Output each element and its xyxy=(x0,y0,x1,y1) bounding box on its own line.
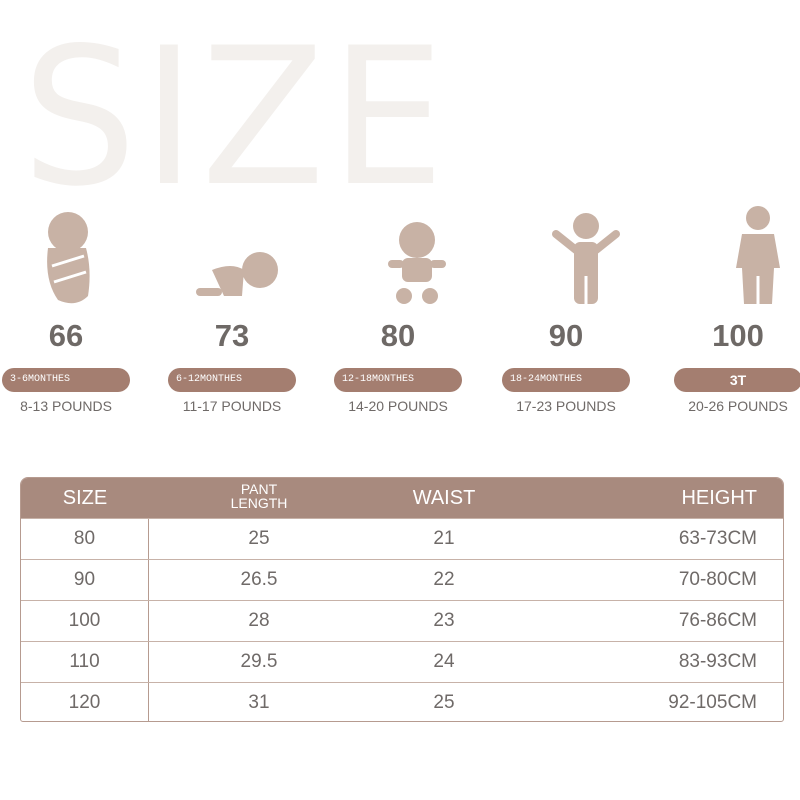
table-cell: 83-93CM xyxy=(678,651,757,672)
table-row: 90 26.5 22 70-80CM xyxy=(21,559,783,600)
size-column: 100 3T 20-26 POUNDS xyxy=(658,200,800,414)
table-cell: 63-73CM xyxy=(678,528,757,549)
swaddled-baby-icon xyxy=(47,212,90,304)
sitting-baby-icon xyxy=(388,222,446,304)
weight-label: 11-17 POUNDS xyxy=(182,398,282,414)
size-number: 100 xyxy=(712,318,764,353)
weight-label: 14-20 POUNDS xyxy=(348,398,448,414)
table-row: 110 29.5 24 83-93CM xyxy=(21,641,783,682)
table-cell: 25 xyxy=(248,528,270,549)
age-badge: 12-18MONTHES xyxy=(334,368,462,392)
table-cell: 80 xyxy=(21,519,149,559)
size-number: 80 xyxy=(380,318,416,353)
table-row: 100 28 23 76-86CM xyxy=(21,600,783,641)
size-column: 66 3-6MONTHES 8-13 POUNDS xyxy=(0,200,146,414)
table-cell: 76-86CM xyxy=(678,610,757,631)
size-number: 73 xyxy=(214,318,250,353)
child-suit-icon xyxy=(736,206,780,304)
size-column: 80 12-18MONTHES 14-20 POUNDS xyxy=(318,200,478,414)
header-pant-length: PANT LENGTH xyxy=(149,482,369,514)
table-cell: 26.5 xyxy=(240,569,278,590)
weight-label: 20-26 POUNDS xyxy=(688,398,788,414)
table-cell: 24 xyxy=(433,651,455,672)
header-waist: WAIST xyxy=(412,486,476,509)
table-cell: 100 xyxy=(21,601,149,641)
header-length: LENGTH xyxy=(230,495,288,511)
table-cell: 120 xyxy=(21,683,149,721)
size-number: 90 xyxy=(548,318,584,353)
header-height: HEIGHT xyxy=(681,486,757,509)
table-row: 80 25 21 63-73CM xyxy=(21,518,783,559)
age-badge: 3-6MONTHES xyxy=(2,368,130,392)
crawling-baby-icon xyxy=(196,252,278,296)
size-column: 73 6-12MONTHES 11-17 POUNDS xyxy=(152,200,312,414)
header-size: SIZE xyxy=(62,486,108,509)
table-cell: 23 xyxy=(433,610,455,631)
weight-label: 8-13 POUNDS xyxy=(20,398,112,414)
table-cell: 25 xyxy=(433,692,455,713)
age-badge: 6-12MONTHES xyxy=(168,368,296,392)
standing-toddler-icon xyxy=(552,213,620,304)
size-number: 66 xyxy=(48,318,84,353)
table-cell: 110 xyxy=(21,642,149,682)
table-header: SIZE PANT LENGTH WAIST HEIGHT xyxy=(21,478,783,518)
header-pant: PANT xyxy=(240,481,278,497)
table-cell: 28 xyxy=(248,610,270,631)
table-cell: 90 xyxy=(21,560,149,600)
table-cell: 29.5 xyxy=(240,651,278,672)
size-column: 90 18-24MONTHES 17-23 POUNDS xyxy=(486,200,646,414)
age-badge: 3T xyxy=(674,368,800,392)
table-row: 120 31 25 92-105CM xyxy=(21,682,783,721)
table-cell: 92-105CM xyxy=(668,692,757,713)
size-table: SIZE PANT LENGTH WAIST HEIGHT 80 25 21 63-73… xyxy=(20,477,784,722)
table-cell: 22 xyxy=(433,569,455,590)
page-title: SIZE xyxy=(22,7,451,228)
weight-label: 17-23 POUNDS xyxy=(516,398,616,414)
age-badge: 18-24MONTHES xyxy=(502,368,630,392)
table-cell: 21 xyxy=(433,528,455,549)
table-cell: 31 xyxy=(248,692,270,713)
table-cell: 70-80CM xyxy=(678,569,757,590)
